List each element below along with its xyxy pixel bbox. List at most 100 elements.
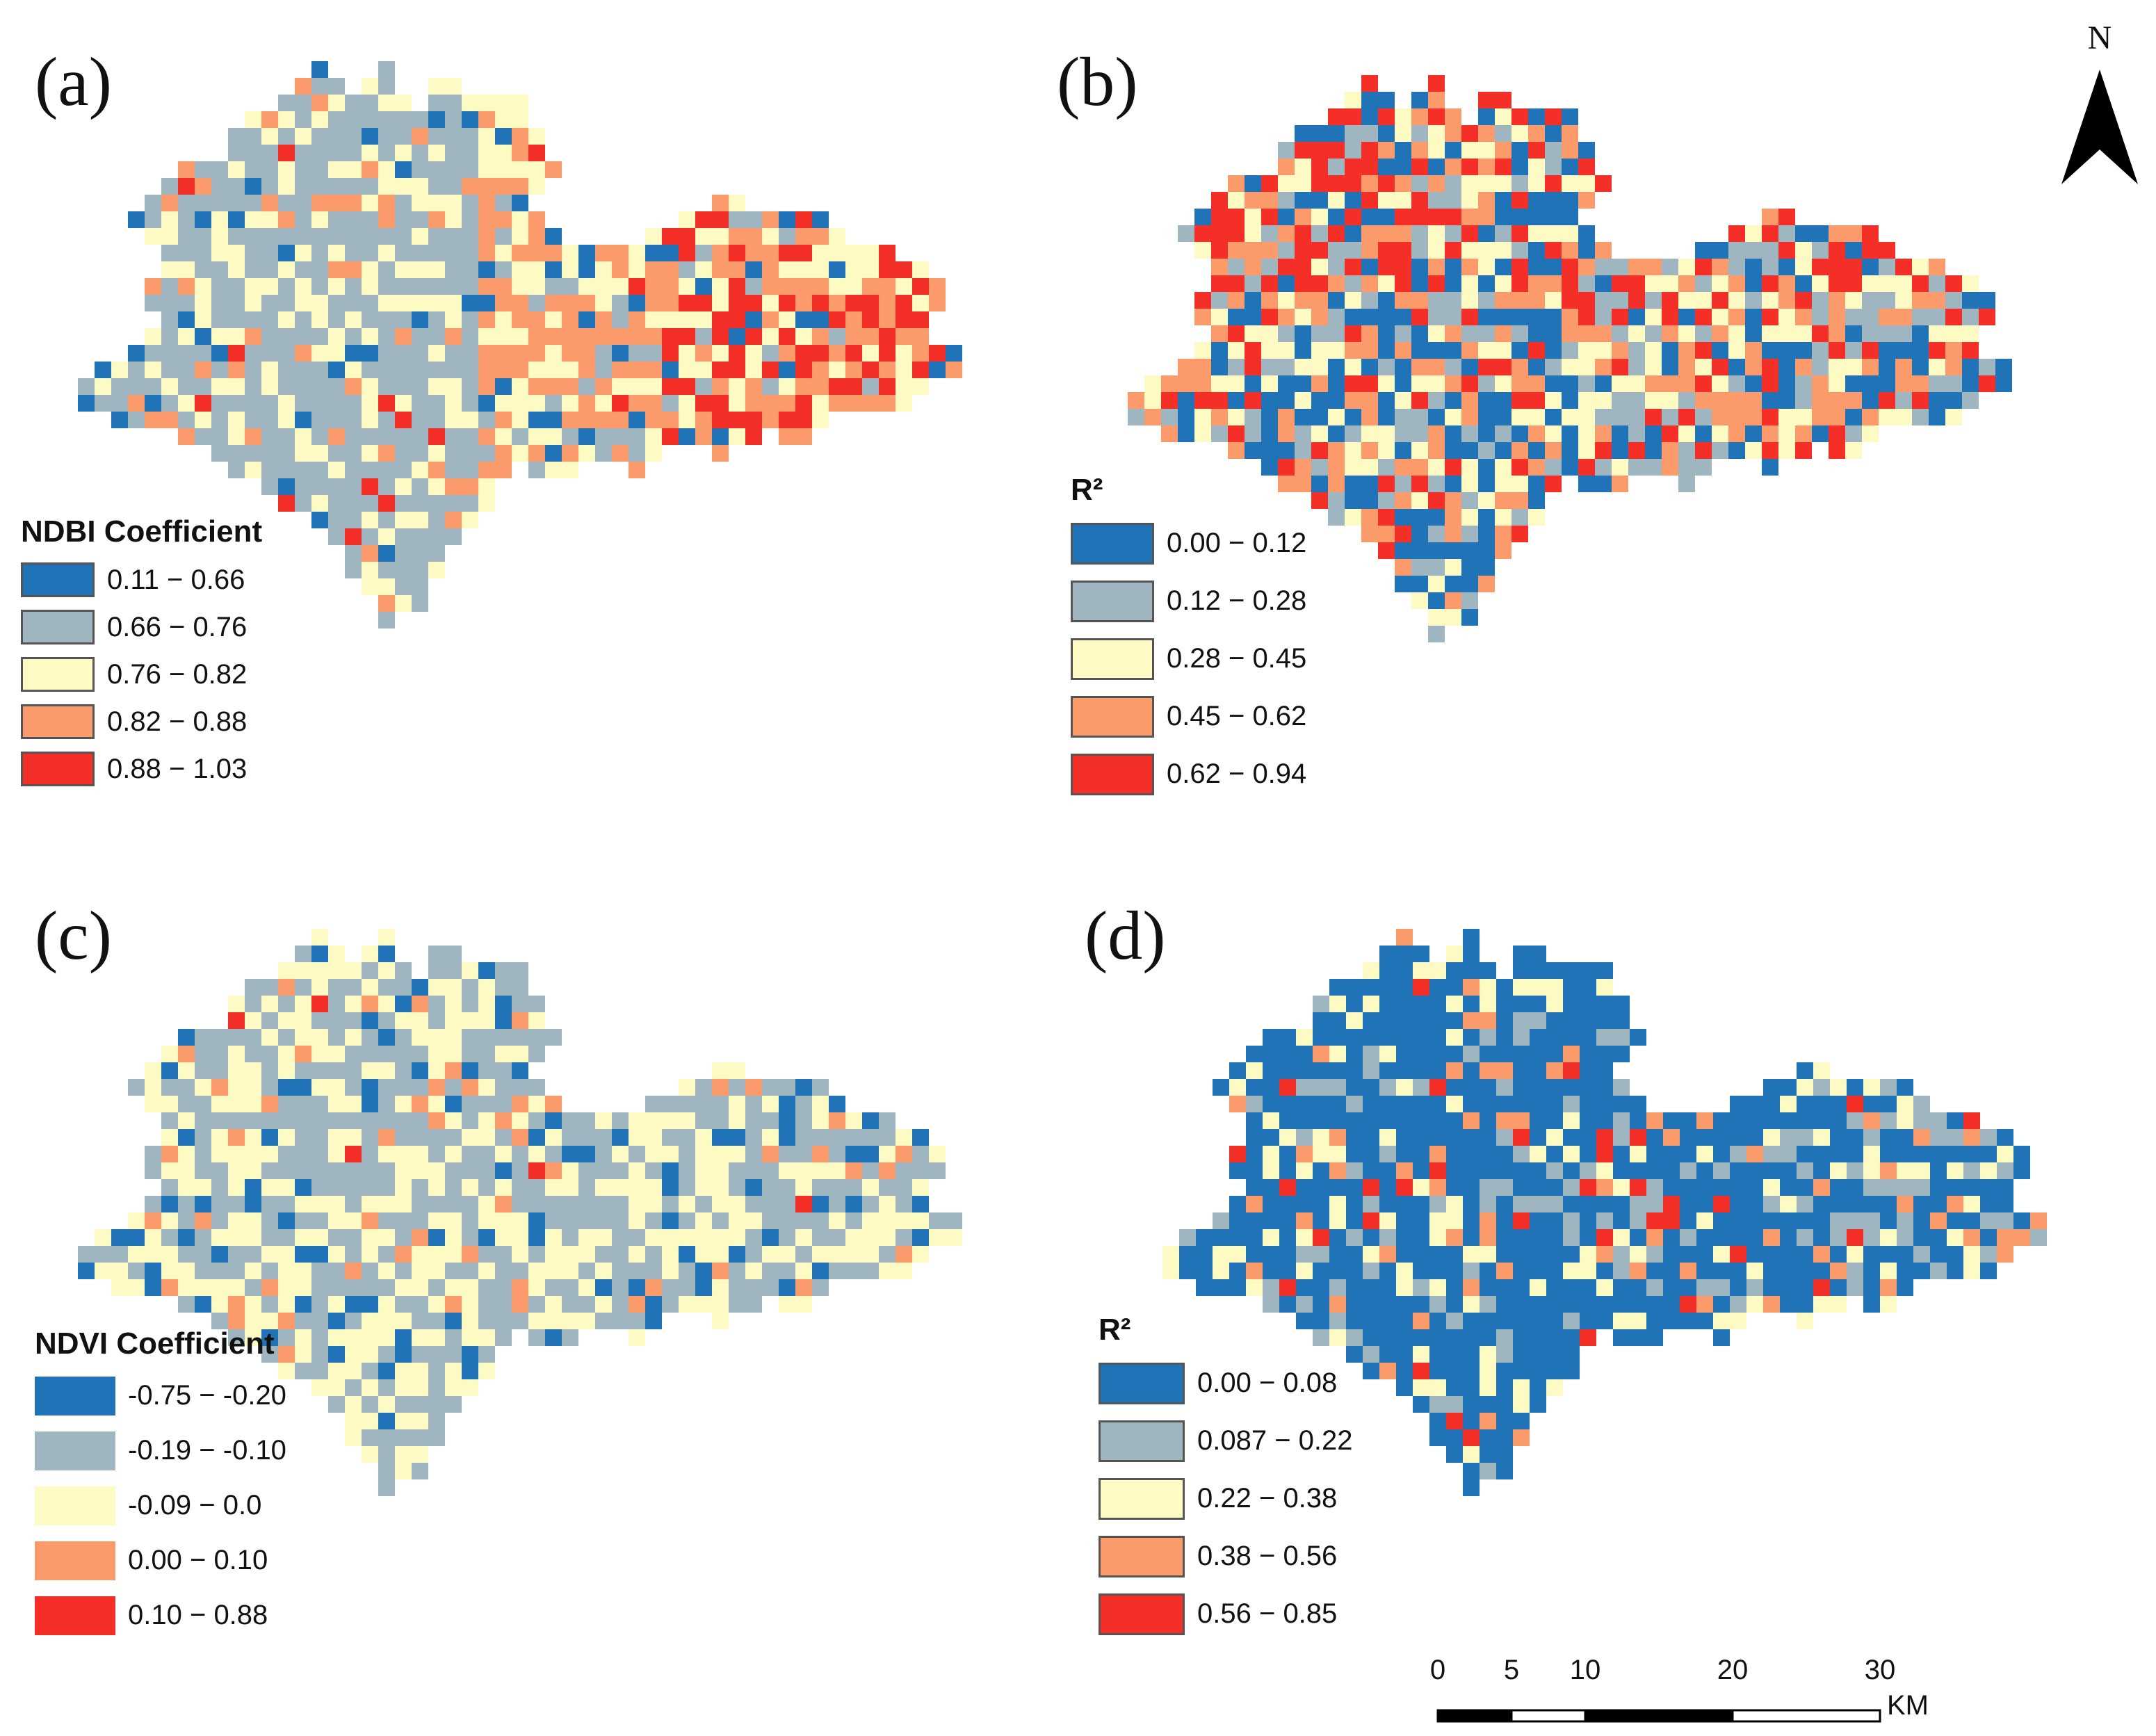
map-cell xyxy=(1179,1246,1196,1263)
map-cell xyxy=(1428,359,1445,375)
map-cell xyxy=(1211,242,1228,259)
map-cell xyxy=(1513,1079,1530,1096)
map-cell xyxy=(345,412,362,428)
map-cell xyxy=(1596,1062,1613,1079)
legend-row: 0.00 − 0.10 xyxy=(35,1533,286,1588)
map-cell xyxy=(1480,1112,1496,1129)
map-cell xyxy=(211,161,228,178)
legend-swatch xyxy=(1071,753,1154,795)
map-cell xyxy=(1678,442,1695,459)
map-cell xyxy=(1980,1146,1997,1162)
map-cell xyxy=(879,1129,895,1146)
map-cell xyxy=(328,128,345,145)
map-cell xyxy=(1261,209,1278,225)
map-cell xyxy=(1862,242,1879,259)
map-cell xyxy=(812,211,829,228)
map-cell xyxy=(412,1396,428,1413)
map-cell xyxy=(462,95,478,111)
map-cell xyxy=(1313,1313,1329,1329)
map-cell xyxy=(1361,225,1378,242)
map-cell xyxy=(295,979,311,996)
map-cell xyxy=(1947,1179,1963,1196)
map-cell xyxy=(178,1129,195,1146)
map-cell xyxy=(1563,1112,1580,1129)
map-cell xyxy=(1929,325,1945,342)
map-cell xyxy=(145,1146,161,1162)
map-cell xyxy=(378,946,395,962)
map-cell xyxy=(495,261,512,278)
map-cell xyxy=(362,996,378,1012)
map-cell xyxy=(261,328,278,345)
map-cell xyxy=(1528,125,1545,142)
map-cell xyxy=(779,228,795,245)
map-cell xyxy=(1328,309,1345,325)
map-cell xyxy=(1530,1279,1546,1296)
map-cell xyxy=(1346,1229,1363,1246)
map-cell xyxy=(1513,1096,1530,1112)
map-cell xyxy=(779,1263,795,1279)
map-cell xyxy=(1346,1346,1363,1363)
map-cell xyxy=(1812,359,1829,375)
map-cell xyxy=(1562,259,1578,275)
map-cell xyxy=(295,261,311,278)
map-cell xyxy=(395,1062,412,1079)
map-cell xyxy=(278,996,295,1012)
map-cell xyxy=(378,1463,395,1479)
map-cell xyxy=(1845,275,1862,292)
map-cell xyxy=(345,128,362,145)
map-cell xyxy=(1812,425,1829,442)
map-cell xyxy=(478,412,495,428)
map-cell xyxy=(1813,1129,1830,1146)
map-cell xyxy=(228,178,245,195)
map-cell xyxy=(1728,375,1745,392)
map-cell xyxy=(1461,309,1478,325)
map-cell xyxy=(1246,1279,1263,1296)
map-cell xyxy=(362,311,378,328)
map-cell xyxy=(495,979,512,996)
map-cell xyxy=(912,278,929,295)
map-cell xyxy=(1728,425,1745,442)
map-cell xyxy=(328,1229,345,1246)
map-cell xyxy=(562,1212,578,1229)
map-cell xyxy=(145,1079,161,1096)
map-cell xyxy=(1395,108,1411,125)
map-cell xyxy=(145,295,161,311)
map-cell xyxy=(1295,292,1311,309)
map-cell xyxy=(1263,1096,1279,1112)
map-cell xyxy=(779,1096,795,1112)
map-cell xyxy=(1313,1129,1329,1146)
map-cell xyxy=(1712,242,1728,259)
map-cell xyxy=(311,261,328,278)
legend-row: -0.19 − -0.10 xyxy=(35,1423,286,1478)
map-cell xyxy=(495,1179,512,1196)
map-cell xyxy=(478,362,495,378)
map-cell xyxy=(1511,192,1528,209)
map-cell xyxy=(1745,309,1762,325)
map-cell xyxy=(462,412,478,428)
map-cell xyxy=(512,1263,528,1279)
map-cell xyxy=(1278,275,1295,292)
map-cell xyxy=(612,1146,629,1162)
map-cell xyxy=(1612,275,1628,292)
map-cell xyxy=(1413,996,1429,1012)
map-cell xyxy=(1463,1179,1480,1196)
map-cell xyxy=(729,1112,745,1129)
map-cell xyxy=(478,195,495,211)
map-cell xyxy=(111,1263,128,1279)
map-cell xyxy=(1863,1229,1880,1246)
map-cell xyxy=(662,395,679,412)
map-cell xyxy=(695,328,712,345)
map-cell xyxy=(495,295,512,311)
map-cell xyxy=(512,1146,528,1162)
map-cell xyxy=(629,261,645,278)
map-cell xyxy=(445,528,462,545)
map-cell xyxy=(311,1162,328,1179)
map-cell xyxy=(1528,476,1545,492)
map-cell xyxy=(1762,442,1778,459)
map-cell xyxy=(345,1112,362,1129)
map-cell xyxy=(1595,409,1612,425)
map-cell xyxy=(1313,1263,1329,1279)
map-cell xyxy=(445,1296,462,1313)
map-cell xyxy=(1580,1112,1596,1129)
map-cell xyxy=(795,395,812,412)
